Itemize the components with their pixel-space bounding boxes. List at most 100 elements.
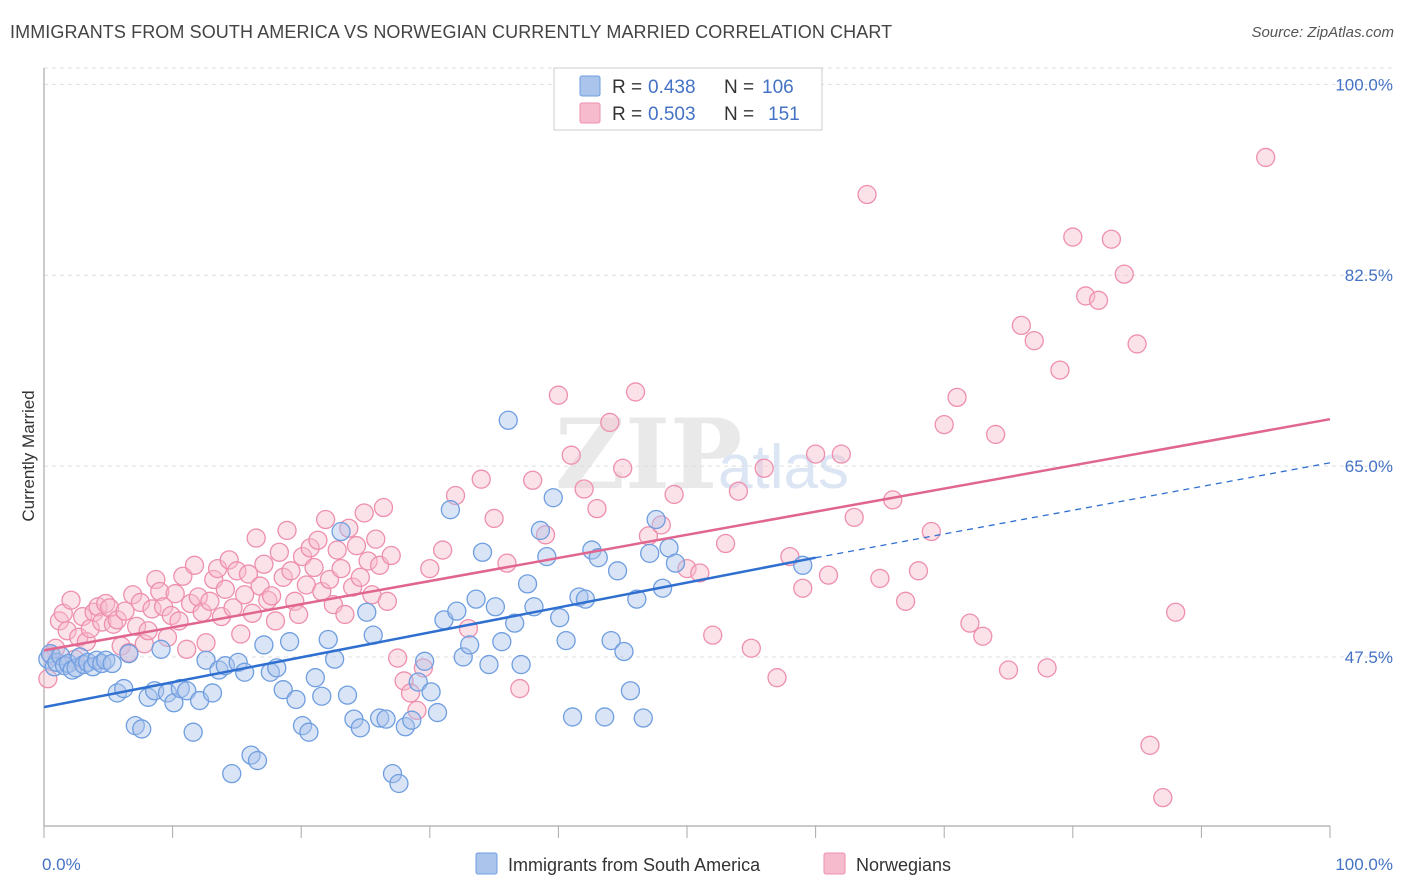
legend-r-label-2: R = [612,104,642,125]
point-norwegian-9 [72,606,93,627]
watermark: ZIP atlas [555,398,849,511]
point-south-america-88 [562,707,583,727]
point-south-america-93 [595,707,615,727]
legend-swatch-blue [579,75,601,97]
point-south-america-98 [627,589,647,609]
point-south-america-100 [640,543,660,563]
trend-lines [43,417,1331,709]
y-tick-label-2: 82.5% [1345,266,1393,285]
point-south-america-77 [492,632,512,652]
point-south-america-31 [196,650,216,670]
point-norwegian-5 [57,621,77,641]
point-norwegian-23 [126,616,147,637]
point-norwegian-6 [61,590,81,610]
legend-r-value-1: 0.438 [648,77,696,98]
point-norwegian-96 [433,540,453,560]
point-south-america-87 [556,630,576,651]
point-norwegian-106 [561,445,581,465]
point-south-america-21 [132,719,152,739]
point-south-america-48 [305,668,325,688]
legend-r-label-1: R = [612,77,642,98]
legend-n-label-1: N = [724,77,754,98]
point-norwegian-20 [115,601,135,621]
point-south-america-49 [312,686,332,706]
point-norwegian-113 [651,515,671,535]
point-south-america-74 [472,542,493,562]
point-south-america-79 [505,613,525,633]
point-norwegian-138 [973,626,993,646]
point-norwegian-56 [254,554,274,574]
point-norwegian-16 [99,598,120,618]
point-south-america-83 [530,520,551,541]
point-south-america-71 [453,647,473,667]
point-norwegian-70 [308,530,328,550]
point-south-america-45 [286,689,306,710]
point-south-america-16 [102,653,122,674]
point-norwegian-151 [1140,735,1160,755]
point-norwegian-124 [793,578,813,598]
point-south-america-73 [466,589,486,609]
point-south-america-92 [588,548,608,568]
y-tick-label-1: 65.0% [1345,457,1393,476]
trend-line-norwegian [43,417,1331,652]
point-south-america-67 [427,702,448,723]
point-norwegian-81 [350,567,371,587]
point-norwegian-89 [381,545,401,566]
point-norwegian-59 [265,611,286,631]
point-south-america-44 [279,632,300,652]
point-south-america-104 [665,553,686,573]
watermark-atlas: atlas [718,433,849,502]
point-norwegian-49 [227,561,247,581]
legend-bottom-label-pink: Norwegians [856,855,951,875]
point-norwegian-117 [703,625,723,645]
point-south-america-96 [614,641,634,662]
point-norwegian-137 [960,613,980,633]
point-south-america-35 [222,763,242,784]
point-south-america-97 [620,681,641,701]
point-south-america-78 [498,410,518,430]
point-south-america-55 [350,718,371,738]
point-norwegian-148 [1101,229,1122,249]
point-south-america-65 [415,651,435,671]
point-norwegian-128 [844,507,864,527]
point-norwegian-90 [387,648,408,668]
x-tick-label-0: 0.0% [42,855,81,874]
point-norwegian-72 [315,509,336,530]
point-norwegian-121 [754,458,774,478]
point-norwegian-77 [335,604,355,625]
point-norwegian-92 [400,683,421,703]
point-norwegian-28 [146,569,166,590]
point-south-america-94 [601,630,621,651]
point-norwegian-69 [304,557,324,578]
point-south-america-50 [318,629,338,650]
point-south-america-69 [440,500,461,520]
point-norwegian-36 [177,639,197,659]
trend-line-south-america [43,556,816,709]
point-norwegian-47 [219,550,239,570]
point-norwegian-0 [38,669,58,689]
point-norwegian-118 [715,533,736,554]
legend-n-value-1: 106 [762,77,794,98]
point-norwegian-144 [1050,360,1070,380]
point-south-america-70 [447,601,467,621]
point-south-america-85 [543,488,563,508]
point-south-america-72 [460,635,480,655]
point-south-america-40 [254,635,274,655]
point-norwegian-153 [1166,602,1186,622]
point-norwegian-111 [625,382,646,402]
point-norwegian-87 [373,497,394,518]
legend-n-label-2: N = [724,104,754,125]
point-norwegian-147 [1088,290,1109,310]
point-norwegian-61 [273,567,293,587]
point-south-america-66 [421,682,441,702]
y-tick-label-3: 100.0% [1335,75,1393,94]
point-south-america-56 [357,602,377,622]
point-south-america-81 [517,574,538,594]
legend-top: R = 0.438 N = 106 R = 0.503 N = 151 [553,67,823,131]
data-points [38,147,1276,808]
point-south-america-29 [183,722,203,742]
legend-bottom: Immigrants from South America Norwegians [475,852,951,875]
x-tick-labels: 0.0% 100.0% [42,855,1393,874]
point-norwegian-27 [142,599,162,619]
